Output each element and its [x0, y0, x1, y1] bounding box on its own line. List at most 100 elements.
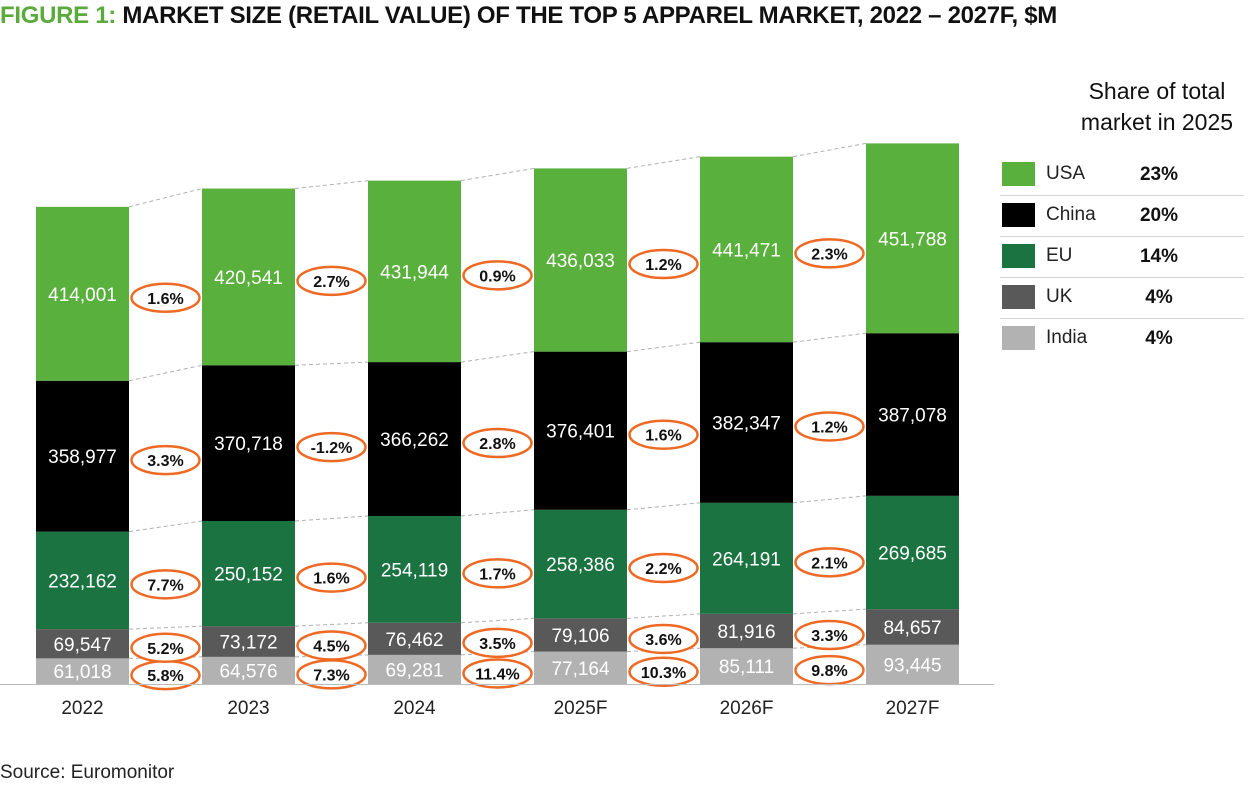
bar-uk-2024 [368, 622, 461, 655]
value-label-uk-2025f: 79,106 [551, 626, 609, 647]
legend-share-usa: 23% [1139, 164, 1179, 185]
chart-title-text: MARKET SIZE (RETAIL VALUE) OF THE TOP 5 … [122, 2, 1057, 29]
connector-eu-2026f [792, 495, 867, 504]
value-label-eu-2022: 232,162 [48, 571, 117, 592]
bar-china-2025f [534, 351, 627, 510]
value-label-uk-2026f: 81,916 [717, 622, 775, 643]
bar-india-2024 [368, 654, 461, 684]
bar-usa-2022 [36, 206, 129, 381]
bar-india-2026f [700, 648, 793, 684]
growth-rate-eu-2024: 1.7% [479, 566, 515, 583]
growth-ring-uk-2024 [462, 627, 533, 659]
bar-eu-2024 [368, 515, 461, 623]
growth-ring-eu-2024 [462, 558, 533, 589]
value-label-china-2026f: 382,347 [712, 413, 781, 434]
legend-share-eu: 14% [1139, 246, 1179, 267]
value-label-usa-2025f: 436,033 [546, 251, 615, 272]
bar-usa-2026f [700, 156, 793, 343]
connector-china-2025f [626, 341, 701, 353]
legend-label-india: India [1046, 327, 1088, 348]
x-tick-label-2023: 2023 [227, 698, 269, 719]
x-tick-label-2026f: 2026F [720, 698, 774, 719]
bar-uk-2022 [36, 629, 129, 659]
growth-rate-usa-2022: 1.6% [147, 291, 183, 308]
legend-swatch-usa [1002, 162, 1035, 186]
growth-ring-uk-2023 [296, 630, 367, 661]
legend-item-india: India 4% [1000, 319, 1244, 359]
legend-share-uk: 4% [1145, 287, 1173, 308]
x-tick-label-2024: 2024 [393, 698, 436, 719]
legend-item-eu: EU 14% [1000, 237, 1244, 278]
growth-rate-usa-2025f: 1.2% [645, 257, 681, 274]
growth-rate-usa-2024: 0.9% [479, 268, 515, 285]
growth-ring-china-2025f [628, 419, 699, 450]
value-label-usa-2022: 414,001 [48, 285, 117, 306]
growth-rate-india-2024: 11.4% [475, 666, 519, 683]
growth-rate-eu-2025f: 2.2% [645, 561, 681, 578]
value-label-uk-2027f: 84,657 [883, 618, 941, 639]
growth-ring-uk-2025f [628, 623, 699, 655]
growth-ring-india-2025f [628, 656, 699, 688]
bar-india-2025f [534, 651, 627, 684]
legend-swatch-eu [1002, 244, 1035, 268]
chart-title: FIGURE 1: MARKET SIZE (RETAIL VALUE) OF … [0, 2, 1057, 30]
connector-uk-2022 [128, 625, 203, 630]
value-label-usa-2026f: 441,471 [712, 240, 781, 261]
value-label-india-2023: 64,576 [219, 661, 277, 682]
value-label-usa-2023: 420,541 [214, 268, 283, 289]
connector-china-2024 [460, 351, 535, 363]
growth-rate-eu-2023: 1.6% [313, 571, 349, 588]
bar-eu-2023 [202, 521, 295, 627]
value-label-india-2024: 69,281 [385, 660, 443, 681]
bar-eu-2022 [36, 531, 129, 630]
bar-china-2024 [368, 362, 461, 516]
connector-eu-2024 [460, 509, 535, 517]
figure-label: FIGURE 1: [0, 2, 116, 29]
growth-rate-uk-2023: 4.5% [313, 638, 349, 655]
bar-usa-2024 [368, 180, 461, 363]
growth-rate-uk-2024: 3.5% [479, 636, 515, 653]
bar-china-2022 [36, 380, 129, 532]
legend-item-usa: USA 23% [1000, 155, 1244, 196]
growth-rate-china-2025f: 1.6% [645, 428, 681, 445]
bar-eu-2026f [700, 502, 793, 614]
bar-china-2023 [202, 365, 295, 522]
legend-swatch-uk [1002, 285, 1035, 309]
growth-rate-eu-2022: 7.7% [147, 577, 183, 594]
value-label-usa-2024: 431,944 [380, 262, 449, 283]
legend-label-usa: USA [1046, 163, 1086, 184]
growth-ring-china-2023 [296, 431, 367, 463]
growth-rate-india-2025f: 10.3% [641, 665, 686, 682]
connector-china-2023 [294, 361, 369, 366]
connector-china-2026f [792, 332, 867, 343]
growth-rate-china-2026f: 1.2% [811, 419, 847, 436]
connector-usa-2026f [792, 142, 867, 158]
growth-rate-eu-2026f: 2.1% [811, 555, 847, 572]
value-label-china-2024: 366,262 [380, 430, 449, 451]
bar-india-2023 [202, 656, 295, 684]
bar-eu-2027f [866, 495, 959, 610]
legend-title: Share of total market in 2025 [1062, 76, 1250, 138]
legend-item-china: China 20% [1000, 196, 1244, 237]
growth-ring-eu-2022 [130, 569, 201, 600]
growth-rate-china-2023: -1.2% [311, 440, 353, 457]
growth-ring-eu-2026f [794, 547, 865, 578]
value-label-china-2022: 358,977 [48, 447, 117, 468]
growth-rate-uk-2026f: 3.3% [811, 628, 847, 645]
stacked-bar-chart: 61,018 69,547 232,162 358,977 414,001 64,576 7… [0, 142, 994, 719]
value-label-china-2023: 370,718 [214, 434, 283, 455]
value-label-eu-2026f: 264,191 [712, 549, 781, 570]
value-label-eu-2024: 254,119 [381, 560, 448, 581]
growth-rate-india-2022: 5.8% [147, 668, 183, 685]
legend-item-uk: UK 4% [1000, 278, 1244, 319]
legend-share-china: 20% [1139, 205, 1179, 226]
value-label-usa-2027f: 451,788 [878, 229, 947, 250]
bar-usa-2027f [866, 143, 959, 334]
growth-ring-usa-2026f [794, 238, 865, 269]
growth-ring-china-2026f [794, 411, 865, 442]
growth-ring-eu-2023 [296, 562, 367, 593]
growth-ring-usa-2022 [130, 282, 201, 314]
connector-usa-2024 [460, 167, 535, 182]
legend-swatch-india [1002, 326, 1035, 350]
growth-ring-china-2022 [130, 444, 201, 476]
